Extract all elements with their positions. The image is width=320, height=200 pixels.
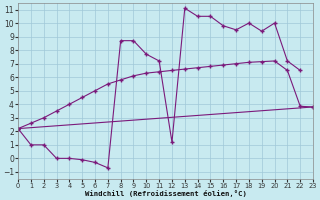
X-axis label: Windchill (Refroidissement éolien,°C): Windchill (Refroidissement éolien,°C) bbox=[84, 190, 246, 197]
